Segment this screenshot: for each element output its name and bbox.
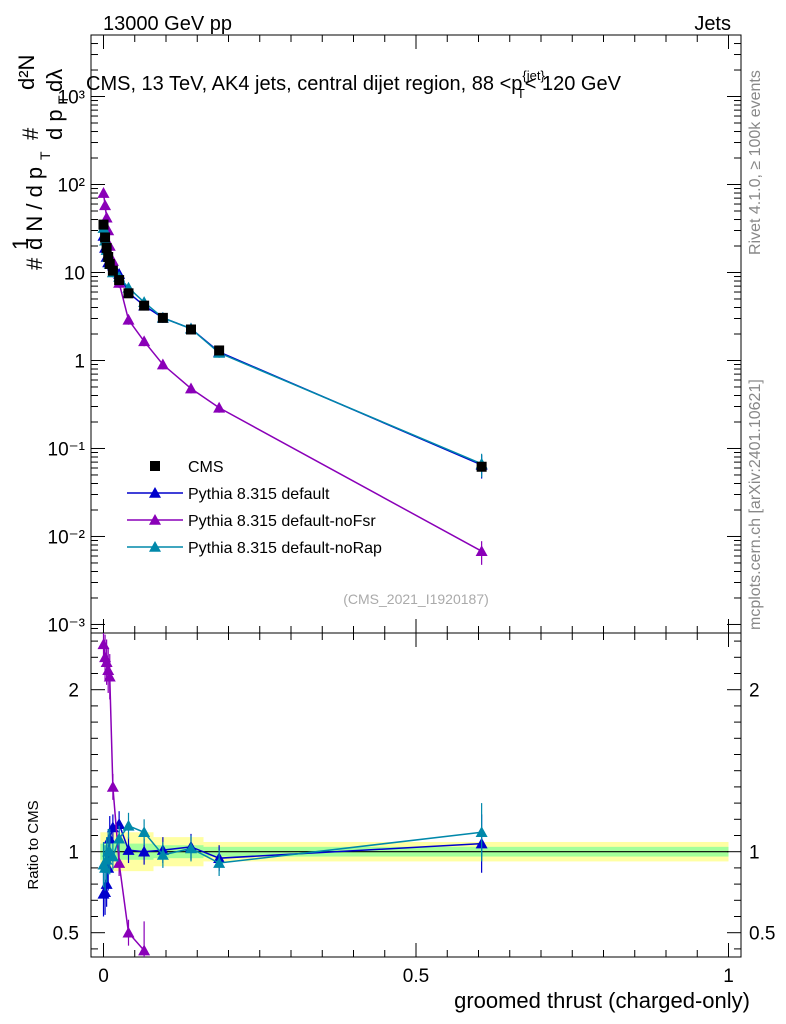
series-2-point-11 — [213, 401, 226, 413]
legend-marker-3 — [149, 541, 161, 552]
ratio-1-point-0 — [97, 638, 110, 650]
svg-text:dλ: dλ — [42, 69, 67, 92]
series-0-point-6 — [114, 275, 125, 286]
watermark: (CMS_2021_I1920187) — [343, 591, 489, 607]
series-0-point-12 — [476, 461, 487, 472]
main-y-tick-label-1: 10⁻² — [48, 527, 86, 548]
legend-label-3: Pythia 8.315 default-noRap — [188, 540, 382, 557]
ratio-0-point-8 — [138, 845, 151, 857]
series-2-point-1 — [99, 199, 112, 211]
ratio-0-point-1 — [99, 886, 112, 897]
ratio-2-point-12 — [475, 826, 488, 838]
series-0-point-4 — [104, 258, 115, 269]
ratio-data — [97, 633, 488, 957]
svg-text:d p: d p — [42, 109, 67, 140]
legend-marker-0 — [150, 461, 160, 471]
svg-text:d²N: d²N — [14, 55, 39, 90]
series-2-point-7 — [122, 313, 135, 325]
ratio-2-point-10 — [185, 842, 197, 854]
ratio-2-point-5 — [106, 850, 119, 862]
svg-text:d N / d p: d N / d p — [22, 167, 47, 250]
ratio-1-point-3 — [102, 664, 115, 676]
series-2-point-12 — [475, 545, 488, 557]
series-2-point-8 — [138, 335, 151, 347]
x-axis-label: groomed thrust (charged-only) — [454, 988, 750, 1013]
series-0-point-11 — [214, 345, 225, 356]
legend-label-1: Pythia 8.315 default — [188, 486, 330, 503]
ratio-x-tick-label-1: 0.5 — [403, 966, 429, 987]
ratio-1-point-8 — [138, 944, 151, 956]
ratio-2-point-9 — [156, 848, 169, 860]
series-0-point-7 — [123, 288, 134, 299]
ratio-y-tick-label-0: 0.5 — [53, 924, 79, 945]
series-0-point-5 — [107, 265, 118, 276]
ratio-frame — [90, 632, 742, 958]
ratio-x-tick-label-2: 1 — [723, 966, 734, 987]
svg-text:T: T — [55, 95, 71, 104]
series-line-3 — [102, 227, 482, 465]
mcplots-label: mcplots.cern.ch [arXiv:2401.10621] — [747, 379, 764, 630]
legend: CMS Pythia 8.315 default Pythia 8.315 defa… — [127, 459, 382, 557]
legend-label-2: Pythia 8.315 default-noFsr — [188, 513, 376, 530]
series-0-point-10 — [186, 324, 196, 335]
ratio-2-point-6 — [113, 832, 126, 844]
ratio-y-tick-label-2: 2 — [68, 681, 79, 702]
main-y-tick-label-2: 10⁻¹ — [48, 439, 86, 460]
main-y-tick-label-3: 1 — [74, 351, 85, 372]
series-2-point-10 — [185, 382, 197, 394]
series-0-point-9 — [157, 312, 168, 323]
ratio-1-point-7 — [122, 926, 135, 938]
series-0-point-2 — [101, 242, 112, 253]
ratio-1-point-5 — [106, 780, 119, 792]
series-0-point-0 — [98, 219, 109, 230]
header-right: Jets — [694, 13, 731, 35]
ratio-y-tick-label-right-2: 2 — [749, 681, 760, 702]
header-left: 13000 GeV pp — [103, 13, 232, 35]
svg-text:T: T — [37, 151, 53, 160]
legend-label-0: CMS — [188, 459, 224, 476]
svg-text:#: # — [18, 127, 43, 140]
ratio-y-label: Ratio to CMS — [25, 800, 42, 889]
svg-text:1: 1 — [8, 238, 33, 250]
ratio-1-point-6 — [113, 857, 126, 868]
ratio-1-point-4 — [103, 670, 116, 682]
ratio-0-point-7 — [122, 844, 135, 855]
ratio-y-tick-label-right-0: 0.5 — [749, 924, 775, 945]
ratio-y-tick-label-1: 1 — [68, 843, 79, 864]
ratio-2-point-11 — [213, 857, 226, 868]
series-0-point-8 — [139, 300, 150, 311]
series-line-1 — [102, 235, 482, 466]
main-y-label: # d N / d p 1 T d p # T dλ d²N — [8, 55, 71, 270]
ratio-plot: 0 0.5 1 0.5 0.5 1 1 2 2 — [53, 632, 775, 987]
main-y-tick-label-6: 10³ — [58, 88, 85, 109]
plot-title: CMS, 13 TeV, AK4 jets, central dijet reg… — [86, 68, 622, 101]
ratio-x-tick-label-0: 0 — [98, 966, 109, 987]
series-0-point-3 — [103, 251, 114, 262]
series-0-point-1 — [100, 232, 111, 243]
legend-marker-1 — [149, 487, 161, 498]
rivet-label: Rivet 4.1.0, ≥ 100k events — [747, 70, 764, 255]
series-2-point-0 — [97, 187, 110, 198]
legend-marker-2 — [149, 514, 161, 525]
main-y-tick-label-0: 10⁻³ — [48, 615, 86, 636]
svg-text:#: # — [22, 257, 47, 270]
ratio-2-point-8 — [138, 826, 151, 838]
main-y-tick-label-5: 10² — [58, 176, 85, 197]
ratio-2-point-7 — [122, 819, 135, 831]
series-2-point-9 — [156, 358, 169, 370]
main-data — [97, 187, 488, 565]
main-y-tick-label-4: 10 — [64, 263, 85, 284]
ratio-y-tick-label-right-1: 1 — [749, 843, 760, 864]
